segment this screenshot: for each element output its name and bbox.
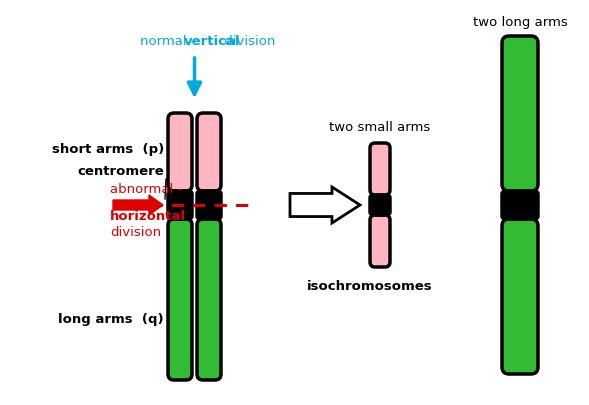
Text: normal -: normal - [140,35,199,48]
Text: division: division [110,226,161,239]
FancyBboxPatch shape [168,114,192,192]
Text: abnormal -: abnormal - [110,183,182,196]
FancyBboxPatch shape [370,196,390,215]
FancyBboxPatch shape [168,220,192,380]
FancyBboxPatch shape [502,192,538,220]
Text: two small arms: two small arms [329,121,431,134]
FancyBboxPatch shape [197,192,221,220]
FancyBboxPatch shape [197,114,221,192]
FancyBboxPatch shape [168,192,192,220]
FancyBboxPatch shape [197,220,221,380]
Text: horizontal: horizontal [110,209,186,222]
FancyArrow shape [113,196,163,215]
Text: isochromosomes: isochromosomes [307,279,433,292]
Text: short arms  (p): short arms (p) [52,142,164,155]
FancyBboxPatch shape [370,215,390,267]
FancyBboxPatch shape [370,144,390,196]
FancyBboxPatch shape [502,220,538,374]
Text: long arms  (q): long arms (q) [58,313,164,326]
Text: centromere: centromere [77,164,164,177]
FancyBboxPatch shape [502,37,538,192]
Text: two long arms: two long arms [472,16,567,29]
FancyArrow shape [290,188,360,224]
Text: division: division [220,35,275,48]
Text: vertical: vertical [184,35,240,48]
